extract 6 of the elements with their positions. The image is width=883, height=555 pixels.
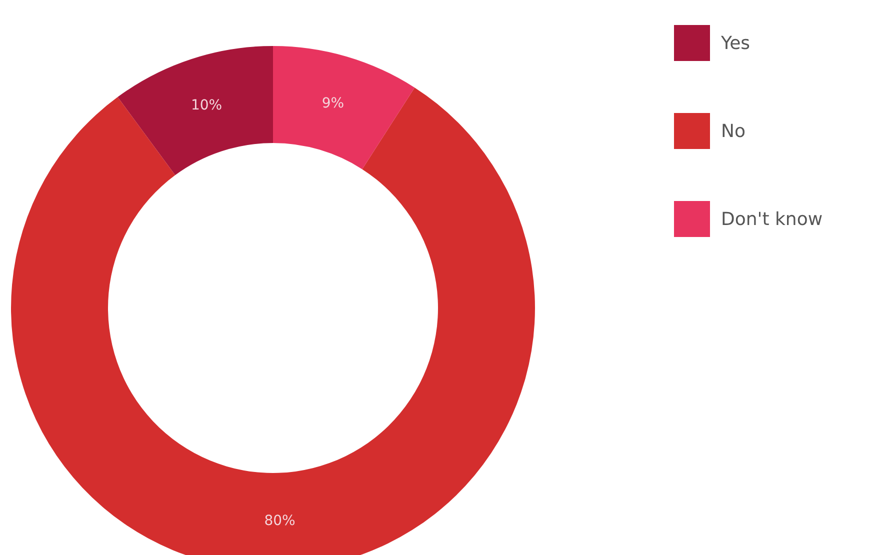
data-label: 80% <box>264 512 296 529</box>
legend-label: Don't know <box>721 208 823 230</box>
data-label: 9% <box>322 96 344 112</box>
legend-label: Yes <box>721 32 750 54</box>
data-label: 10% <box>190 98 222 114</box>
legend-label: No <box>721 120 746 142</box>
